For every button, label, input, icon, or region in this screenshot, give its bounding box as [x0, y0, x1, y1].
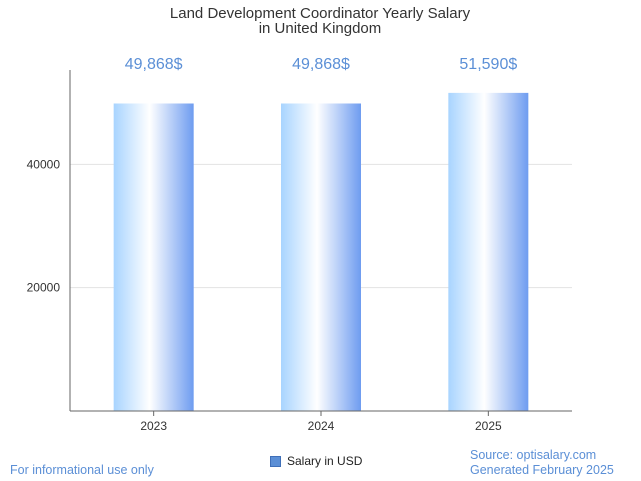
data-label: 49,868$ [292, 56, 350, 73]
bar-2023 [113, 103, 194, 411]
data-label: 51,590$ [459, 56, 517, 73]
footer-source-block: Source: optisalary.com Generated Februar… [470, 448, 614, 478]
footer-disclaimer: For informational use only [10, 463, 154, 477]
footer-source: Source: optisalary.com [470, 448, 597, 462]
legend-label: Salary in USD [287, 454, 363, 468]
footer-generated: Generated February 2025 [470, 463, 614, 477]
bar-2025 [448, 92, 529, 412]
x-tick-label: 2024 [308, 419, 335, 433]
chart-title-line-2: in United Kingdom [259, 20, 382, 37]
legend-swatch-icon [270, 455, 281, 467]
legend: Salary in USD [270, 454, 362, 468]
data-label: 49,868$ [125, 56, 183, 73]
chart-title-line-1: Land Development Coordinator Yearly Sala… [170, 5, 471, 22]
x-tick-label: 2025 [475, 419, 502, 433]
bar-2024 [281, 103, 361, 411]
y-tick-label: 20000 [27, 281, 61, 295]
y-tick-label: 40000 [27, 157, 61, 171]
x-tick-label: 2023 [140, 419, 167, 433]
